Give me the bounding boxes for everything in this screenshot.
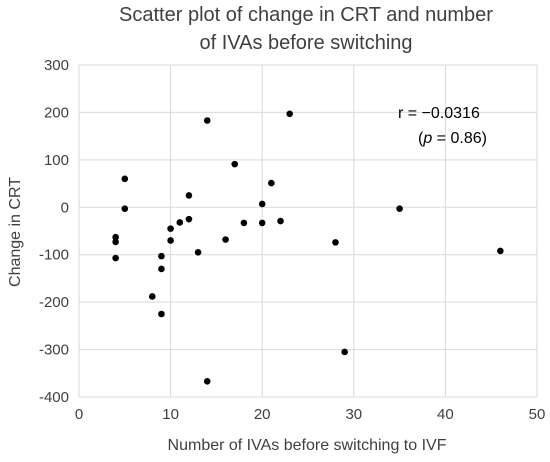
x-tick-label: 0: [75, 406, 83, 423]
data-point: [396, 205, 403, 213]
data-point: [194, 249, 202, 256]
data-point: [121, 175, 129, 183]
p-value-rest: = 0.86): [432, 130, 487, 147]
data-point: [112, 238, 119, 246]
p-value-open: (: [418, 130, 424, 147]
data-point: [112, 233, 119, 241]
data-point: [203, 117, 211, 124]
y-tick-label: 100: [44, 152, 69, 169]
y-tick-label: -300: [39, 342, 69, 359]
chart-title-line-1: Scatter plot of change in CRT and number: [119, 4, 493, 26]
x-axis-label: Number of IVAs before switching to IVF: [168, 437, 447, 454]
data-point: [185, 215, 193, 223]
y-tick-label: 200: [44, 104, 69, 121]
x-tick-label: 50: [529, 406, 546, 423]
data-point: [167, 237, 174, 244]
y-tick-label: 0: [61, 199, 69, 216]
data-point: [158, 310, 165, 318]
x-tick-label: 10: [162, 406, 179, 423]
data-point: [222, 236, 229, 243]
x-tick-label: 40: [437, 406, 454, 423]
data-point: [158, 252, 165, 260]
data-point: [121, 205, 129, 213]
data-point: [258, 200, 266, 208]
data-point: [176, 219, 184, 226]
plot-area: [78, 64, 538, 398]
p-value: (p = 0.86): [418, 130, 487, 147]
y-axis-ticks: -400 -300 -200 -100 0 100 200 300: [39, 57, 69, 406]
data-point: [268, 179, 275, 187]
y-tick-label: -400: [39, 389, 69, 406]
data-point: [167, 225, 174, 232]
data-point: [258, 219, 266, 227]
data-point: [158, 265, 165, 273]
data-point: [185, 192, 193, 199]
data-point: [286, 110, 293, 118]
data-point: [240, 219, 248, 227]
x-tick-label: 30: [345, 406, 362, 423]
chart-title-line-2: of IVAs before switching: [199, 32, 412, 54]
data-point: [203, 378, 211, 385]
data-point: [341, 348, 348, 356]
y-tick-label: -100: [39, 247, 69, 264]
y-tick-label: 300: [44, 57, 69, 74]
y-axis-label: Change in CRT: [7, 177, 24, 287]
grid: [79, 65, 537, 397]
data-point: [112, 254, 119, 262]
x-tick-label: 20: [254, 406, 271, 423]
data-point: [277, 217, 284, 225]
y-tick-label: -200: [39, 294, 69, 311]
data-points: [112, 110, 504, 385]
data-point: [497, 247, 504, 255]
correlation-coefficient: r = −0.0316: [398, 105, 480, 122]
data-point: [332, 239, 339, 246]
p-value-symbol: p: [422, 130, 432, 147]
data-point: [231, 160, 239, 168]
data-point: [148, 293, 156, 300]
x-axis-ticks: 0 10 20 30 40 50: [75, 406, 546, 423]
